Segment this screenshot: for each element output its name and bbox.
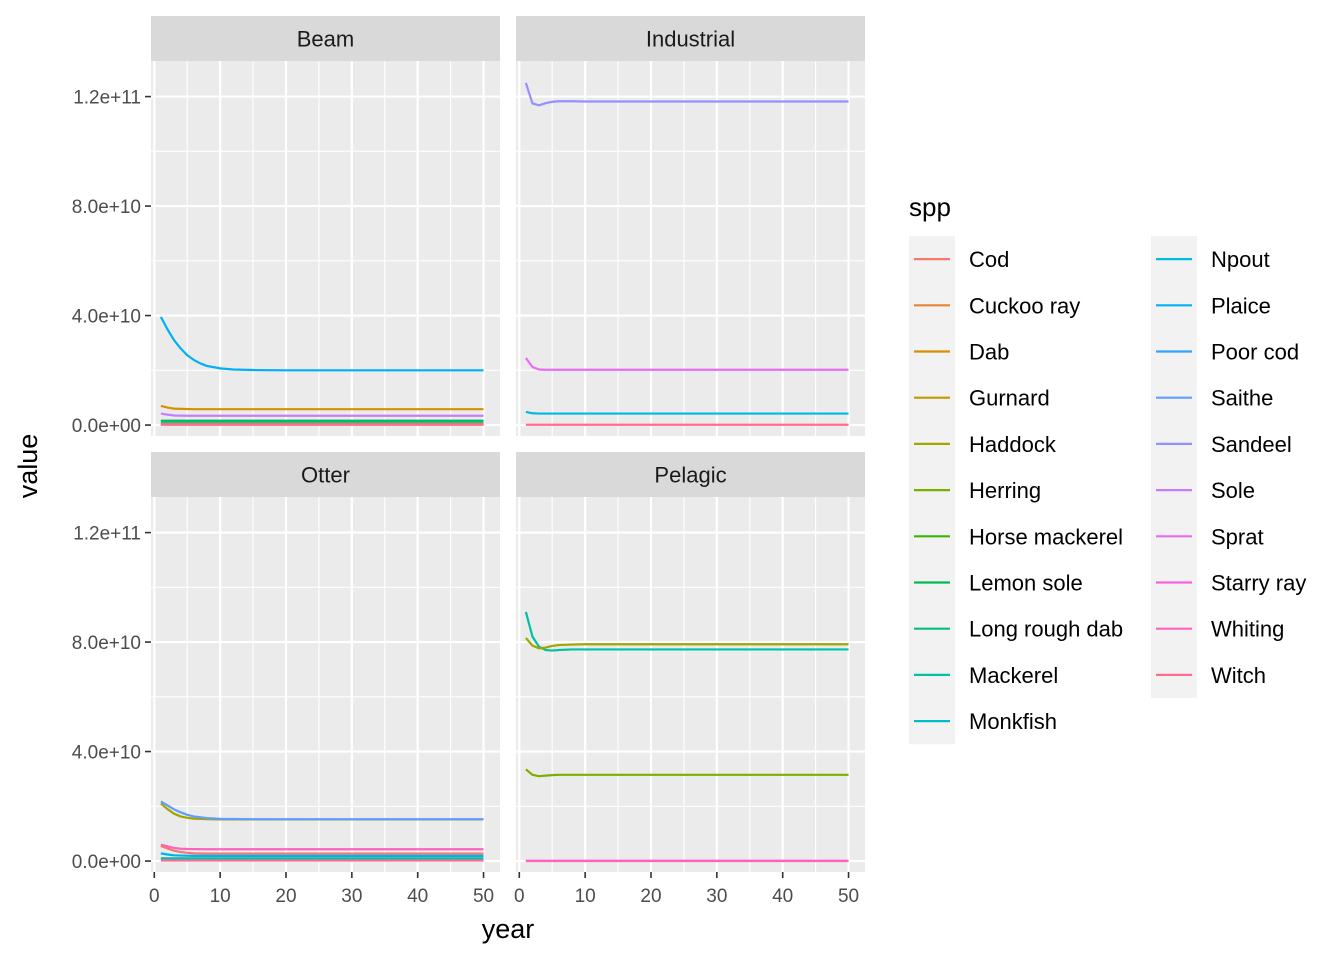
facet-strip-otter <box>151 452 500 497</box>
x-tick-label: 40 <box>407 886 428 907</box>
legend-label-monkfish: Monkfish <box>969 709 1057 734</box>
series-line-sandeel <box>524 82 849 107</box>
x-tick-label: 50 <box>838 886 859 907</box>
legend-label-starry-ray: Starry ray <box>1211 571 1306 596</box>
legend-key-background <box>1151 236 1197 698</box>
series-line-sprat <box>524 357 849 371</box>
legend-label-sprat: Sprat <box>1211 524 1264 549</box>
x-tick-label: 20 <box>275 886 296 907</box>
legend-label-dab: Dab <box>969 340 1009 365</box>
facet-label-otter: Otter <box>301 463 350 488</box>
y-tick-label: 8.0e+10 <box>72 197 141 218</box>
panel-background <box>151 61 500 436</box>
x-tick-label: 30 <box>706 886 727 907</box>
y-tick-label: 4.0e+10 <box>72 307 141 328</box>
series-line-plaice <box>160 852 484 857</box>
panel-industrial: Industrial <box>516 16 865 436</box>
x-tick-label: 40 <box>772 886 793 907</box>
legend-title: spp <box>909 192 951 222</box>
series-line-npout <box>525 410 849 415</box>
facet-strip-pelagic <box>516 452 865 497</box>
x-tick-label: 10 <box>575 886 596 907</box>
legend-label-sole: Sole <box>1211 478 1255 503</box>
facet-label-beam: Beam <box>297 27 354 52</box>
x-tick-label: 10 <box>210 886 231 907</box>
series-line-cod <box>160 844 484 855</box>
x-tick-label: 20 <box>640 886 661 907</box>
series-line-saithe <box>160 800 484 821</box>
legend-label-whiting: Whiting <box>1211 617 1284 642</box>
legend: spp Cod Cuckoo ray Dab Gurnard Haddock Herring… <box>909 192 1306 745</box>
y-tick-label: 0.0e+00 <box>72 416 141 437</box>
y-tick-label: 4.0e+10 <box>72 743 141 764</box>
legend-label-herring: Herring <box>969 478 1041 503</box>
y-tick-label: 8.0e+10 <box>72 633 141 654</box>
panel-otter: Otter 0.0e+00 4.0e+10 8.0e+10 1.2e+11 0 10 20 30… <box>72 452 500 907</box>
series-line-plaice <box>159 316 484 372</box>
y-tick-label: 1.2e+11 <box>73 88 141 109</box>
legend-label-saithe: Saithe <box>1211 386 1273 411</box>
y-tick-label: 1.2e+11 <box>73 524 141 545</box>
legend-label-npout: Npout <box>1211 247 1270 272</box>
x-tick-label: 50 <box>473 886 494 907</box>
facet-label-industrial: Industrial <box>646 27 735 52</box>
y-tick-label: 0.0e+00 <box>72 852 141 873</box>
facet-strip-industrial <box>516 16 865 61</box>
series-line-haddock <box>525 637 849 650</box>
panel-beam: Beam 0.0e+00 4.0e+10 8.0e+10 1.2e+11 <box>72 16 500 437</box>
facet-label-pelagic: Pelagic <box>654 463 726 488</box>
y-axis-title: value <box>13 434 43 499</box>
x-axis-title: year <box>482 914 535 944</box>
legend-label-cod: Cod <box>969 247 1009 272</box>
series-line-whiting <box>160 843 484 851</box>
legend-label-cuckoo-ray: Cuckoo ray <box>969 293 1080 318</box>
legend-label-gurnard: Gurnard <box>969 386 1050 411</box>
legend-label-long-rough-dab: Long rough dab <box>969 617 1123 642</box>
legend-label-poor-cod: Poor cod <box>1211 340 1299 365</box>
series-line-sole <box>160 412 484 417</box>
series-line-herring <box>525 768 849 778</box>
panel-background <box>151 497 500 872</box>
legend-label-lemon-sole: Lemon sole <box>969 571 1083 596</box>
legend-label-witch: Witch <box>1211 663 1266 688</box>
x-tick-label: 0 <box>149 886 160 907</box>
x-tick-label: 0 <box>514 886 525 907</box>
series-line-dab <box>160 404 484 411</box>
panel-pelagic: Pelagic 0 10 20 30 40 50 <box>514 452 865 907</box>
legend-label-horse-mackerel: Horse mackerel <box>969 524 1123 549</box>
panel-background <box>516 61 865 436</box>
facet-strip-beam <box>151 16 500 61</box>
series-line-mackerel <box>524 611 849 652</box>
x-tick-label: 30 <box>341 886 362 907</box>
legend-label-mackerel: Mackerel <box>969 663 1058 688</box>
legend-label-plaice: Plaice <box>1211 293 1271 318</box>
legend-label-sandeel: Sandeel <box>1211 432 1292 457</box>
legend-label-haddock: Haddock <box>969 432 1057 457</box>
panel-background <box>516 497 865 872</box>
